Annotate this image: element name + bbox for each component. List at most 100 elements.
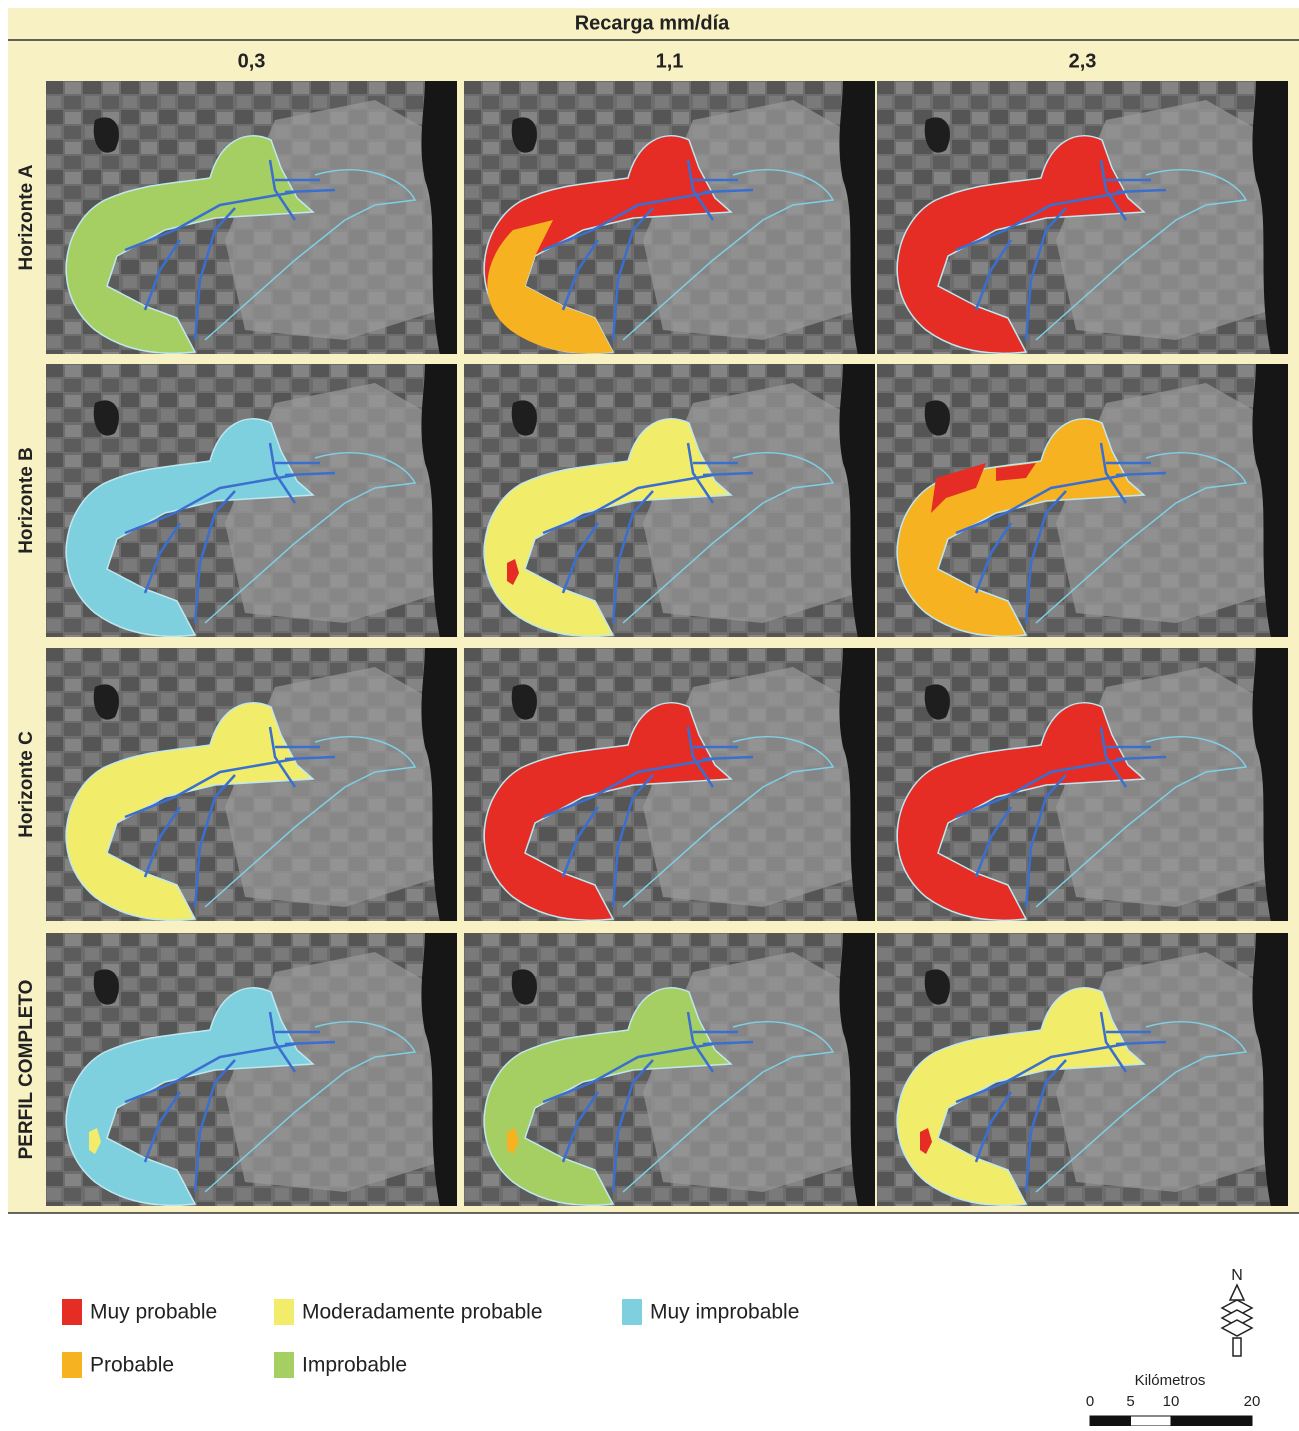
river-network: [955, 1011, 1167, 1193]
basin-subzone: [507, 1128, 519, 1154]
coast-water: [839, 932, 876, 1207]
river-network: [124, 159, 336, 341]
legend-swatch: [62, 1299, 82, 1325]
cell-border: [875, 931, 1290, 1208]
lake: [511, 684, 537, 720]
cell-border: [44, 79, 459, 356]
coast-water: [839, 80, 876, 355]
cell-border: [44, 362, 459, 639]
row-label: Horizonte C: [16, 731, 37, 838]
cell-border: [875, 646, 1290, 923]
cell-border: [44, 931, 459, 1208]
lake: [93, 400, 119, 436]
coast-water: [1252, 363, 1289, 638]
basin-zone: [896, 702, 1146, 922]
river-network: [542, 442, 754, 624]
cell-border: [44, 646, 459, 923]
cell-border: [875, 79, 1290, 356]
subbasin-outline: [1035, 1021, 1248, 1193]
map-cell: [876, 80, 1289, 355]
column-label: 0,3: [238, 50, 266, 72]
legend-swatch: [62, 1352, 82, 1378]
basin-subzone: [507, 559, 519, 585]
map-cell: [463, 647, 876, 922]
scale-segment: [1130, 1415, 1172, 1427]
row-label: Horizonte A: [16, 164, 37, 270]
cell-border: [875, 362, 1290, 639]
subbasin-outline: [1035, 452, 1248, 624]
urban-area: [643, 383, 863, 623]
coast-water: [421, 932, 458, 1207]
basin-subzone: [89, 1128, 101, 1154]
lake: [511, 969, 537, 1005]
scale-segment: [1089, 1415, 1131, 1427]
basin-zone: [65, 702, 315, 922]
urban-area: [225, 667, 445, 907]
legend-swatch: [622, 1299, 642, 1325]
urban-area: [1056, 667, 1276, 907]
map-cell: [45, 80, 458, 355]
subbasin-outline: [622, 169, 835, 341]
river-network: [542, 726, 754, 908]
basin-subzone: [487, 220, 613, 354]
legend-label: Improbable: [302, 1354, 407, 1377]
row-label: Horizonte B: [16, 447, 37, 554]
basin-zone: [65, 987, 315, 1207]
subbasin-outline: [204, 452, 417, 624]
basin-zone: [483, 987, 733, 1207]
basin-zone: [483, 418, 733, 638]
scale-tick-label: 20: [1244, 1393, 1261, 1410]
column-label: 2,3: [1069, 50, 1097, 72]
coast-water: [1252, 932, 1289, 1207]
row-label: PERFIL COMPLETO: [16, 980, 37, 1160]
subbasin-outline: [622, 1021, 835, 1193]
north-label: N: [1231, 1267, 1243, 1284]
subbasin-outline: [204, 736, 417, 908]
map-grid: 0,3 1,1 2,3 Horizonte A Horizonte B Horizonte…: [16, 50, 1290, 1208]
urban-area: [1056, 952, 1276, 1192]
subbasin-outline: [1035, 736, 1248, 908]
north-arrow: N: [1220, 1267, 1254, 1357]
basin-zone: [483, 702, 733, 922]
lake: [924, 684, 950, 720]
legend-swatch: [274, 1299, 294, 1325]
urban-area: [643, 100, 863, 340]
basin-zone: [65, 418, 315, 638]
lake: [93, 117, 119, 153]
legend: Muy probable Moderadamente probable Muy im…: [62, 1299, 799, 1378]
lake: [93, 969, 119, 1005]
subbasin-outline: [204, 169, 417, 341]
column-label: 1,1: [656, 50, 684, 72]
legend-swatch: [274, 1352, 294, 1378]
coast-water: [421, 80, 458, 355]
river-network: [542, 159, 754, 341]
coast-water: [839, 647, 876, 922]
coast-water: [421, 647, 458, 922]
urban-area: [1056, 100, 1276, 340]
lake: [924, 400, 950, 436]
lake: [924, 117, 950, 153]
subbasin-outline: [204, 1021, 417, 1193]
map-cell: [45, 363, 458, 638]
basin-zone: [896, 135, 1146, 355]
scale-tick-label: 5: [1126, 1393, 1134, 1410]
lake: [924, 969, 950, 1005]
map-cell: [463, 363, 876, 638]
map-cell: [876, 647, 1289, 922]
basin-subzone: [931, 463, 1036, 513]
river-network: [955, 442, 1167, 624]
map-cell: [45, 647, 458, 922]
title: Recarga mm/día: [575, 12, 730, 34]
scale-title: Kilómetros: [1135, 1372, 1206, 1389]
urban-area: [643, 667, 863, 907]
legend-label: Probable: [90, 1354, 174, 1377]
urban-area: [1056, 383, 1276, 623]
legend-label: Muy probable: [90, 1301, 217, 1324]
legend-label: Moderadamente probable: [302, 1301, 543, 1324]
scale-tick-label: 10: [1163, 1393, 1180, 1410]
map-cell: [876, 363, 1289, 638]
map-cell: [463, 80, 876, 355]
river-network: [124, 1011, 336, 1193]
urban-area: [225, 100, 445, 340]
